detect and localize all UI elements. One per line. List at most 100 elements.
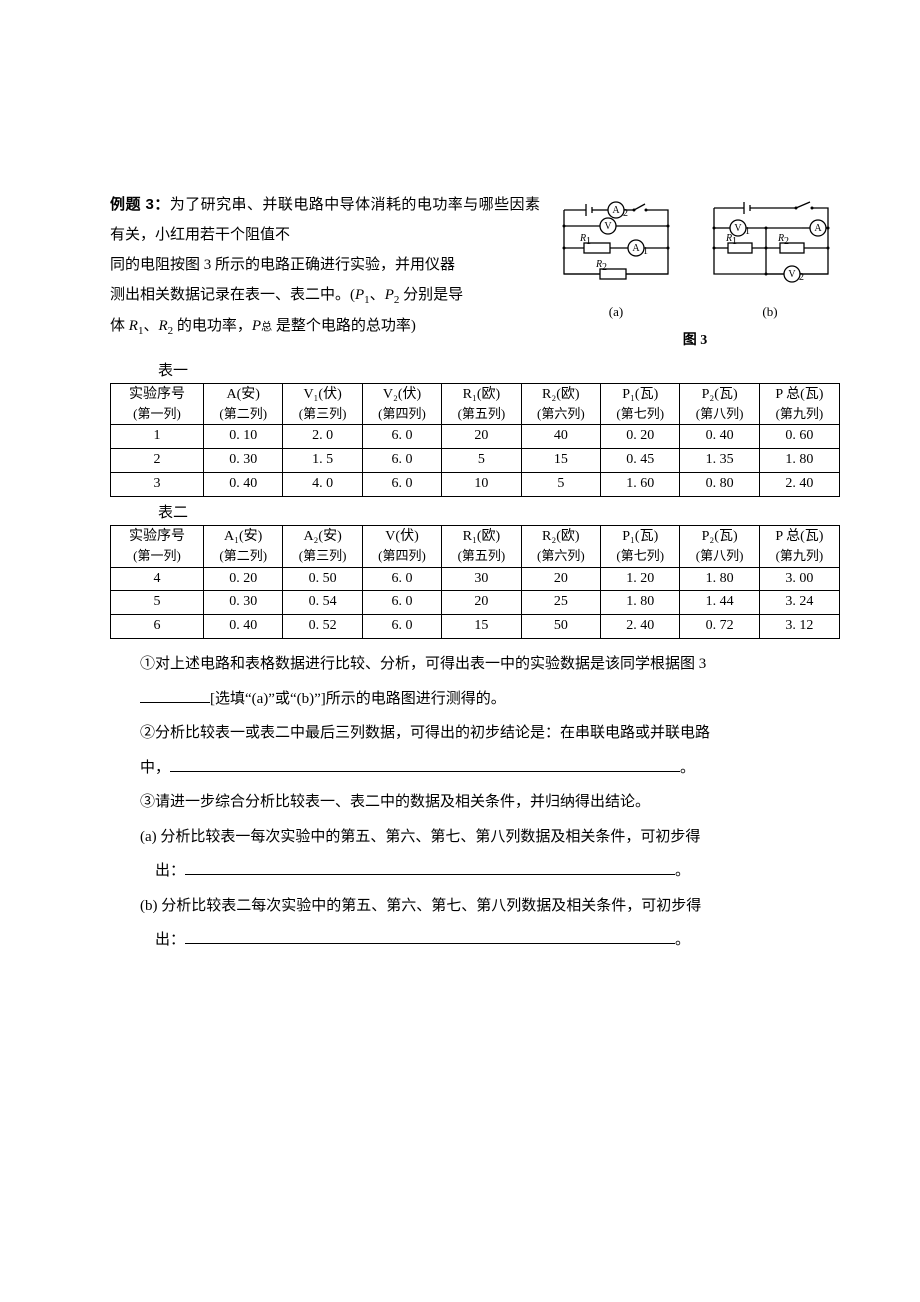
table1-cell: 1 [111, 425, 204, 449]
table2-cell: 3. 12 [759, 615, 839, 639]
table2-cell: 15 [442, 615, 521, 639]
svg-text:2: 2 [602, 262, 607, 273]
table1-header-6: P₁(瓦)(第七列) [601, 384, 680, 425]
table2-cell: 0. 20 [204, 567, 283, 591]
table2-row: 40. 200. 506. 030201. 201. 803. 00 [111, 567, 840, 591]
table2-header-6: P₁(瓦)(第七列) [601, 526, 680, 567]
circuit-a-label: (a) [550, 299, 682, 325]
table2-row: 60. 400. 526. 015502. 400. 723. 12 [111, 615, 840, 639]
svg-text:V: V [734, 223, 742, 234]
figure-caption: 图 3 [550, 327, 840, 355]
svg-text:V: V [788, 269, 796, 280]
table1-cell: 1. 80 [759, 449, 839, 473]
q3: ③请进一步综合分析比较表一、表二中的数据及相关条件，并归纳得出结论。 [110, 785, 840, 820]
table1-cell: 0. 80 [680, 473, 759, 497]
svg-text:A: A [632, 243, 640, 254]
table2-cell: 30 [442, 567, 521, 591]
table2-cell: 0. 54 [283, 591, 362, 615]
table2-cell: 20 [442, 591, 521, 615]
table2-header-0: 实验序号(第一列) [111, 526, 204, 567]
table2-header-7: P₂(瓦)(第八列) [680, 526, 759, 567]
problem-label: 例题 3： [110, 196, 170, 213]
table2-cell: 4 [111, 567, 204, 591]
table1-cell: 0. 10 [204, 425, 283, 449]
table1-cell: 4. 0 [283, 473, 362, 497]
q2-line1: ②分析比较表一或表二中最后三列数据，可得出的初步结论是：在串联电路或并联电路 [110, 716, 840, 751]
q2-line2: 中，。 [110, 751, 840, 786]
svg-text:A: A [612, 205, 620, 216]
table1-cell: 0. 40 [680, 425, 759, 449]
svg-text:1: 1 [732, 236, 737, 247]
table1-cell: 10 [442, 473, 521, 497]
table1-row: 30. 404. 06. 01051. 600. 802. 40 [111, 473, 840, 497]
table2-cell: 6. 0 [362, 591, 441, 615]
svg-text:A: A [814, 223, 822, 234]
table1-cell: 6. 0 [362, 449, 441, 473]
table2-cell: 0. 72 [680, 615, 759, 639]
q1-line1: ①对上述电路和表格数据进行比较、分析，可得出表一中的实验数据是该同学根据图 3 [110, 647, 840, 682]
table2-cell: 1. 80 [680, 567, 759, 591]
q3a-line1: (a) 分析比较表一每次实验中的第五、第六、第七、第八列数据及相关条件，可初步得 [110, 820, 840, 855]
table2-cell: 6. 0 [362, 615, 441, 639]
table1-cell: 5 [521, 473, 600, 497]
table2-cell: 0. 30 [204, 591, 283, 615]
table1-cell: 0. 45 [601, 449, 680, 473]
table2-header-2: A₂(安)(第三列) [283, 526, 362, 567]
table2-cell: 6. 0 [362, 567, 441, 591]
q3b-line2: 出：。 [110, 923, 840, 958]
circuit-a: A 2 V [550, 194, 682, 325]
table1-cell: 3 [111, 473, 204, 497]
blank-q3b[interactable] [185, 926, 675, 944]
table2-cell: 1. 20 [601, 567, 680, 591]
table1-cell: 0. 60 [759, 425, 839, 449]
table2-cell: 1. 80 [601, 591, 680, 615]
table1-cell: 0. 20 [601, 425, 680, 449]
svg-text:V: V [604, 221, 612, 232]
table2-header-3: V(伏)(第四列) [362, 526, 441, 567]
table2-header-8: P 总(瓦)(第九列) [759, 526, 839, 567]
svg-text:1: 1 [586, 236, 591, 247]
circuit-b: V 1 A R 1 [700, 194, 840, 325]
blank-q3a[interactable] [185, 857, 675, 875]
table1-cell: 1. 5 [283, 449, 362, 473]
table2-cell: 2. 40 [601, 615, 680, 639]
table2-cell: 50 [521, 615, 600, 639]
table1-cell: 2. 40 [759, 473, 839, 497]
table2-row: 50. 300. 546. 020251. 801. 443. 24 [111, 591, 840, 615]
blank-q2[interactable] [170, 754, 680, 772]
table2-cell: 3. 24 [759, 591, 839, 615]
table1-cell: 15 [521, 449, 600, 473]
table1-row: 10. 102. 06. 020400. 200. 400. 60 [111, 425, 840, 449]
svg-text:2: 2 [784, 236, 789, 247]
table2-header-5: R₂(欧)(第六列) [521, 526, 600, 567]
table1-header-7: P₂(瓦)(第八列) [680, 384, 759, 425]
table-2: 实验序号(第一列)A₁(安)(第二列)A₂(安)(第三列)V(伏)(第四列)R₁… [110, 525, 840, 639]
q3a-line2: 出：。 [110, 854, 840, 889]
table2-cell: 3. 00 [759, 567, 839, 591]
table2-header-1: A₁(安)(第二列) [204, 526, 283, 567]
questions: ①对上述电路和表格数据进行比较、分析，可得出表一中的实验数据是该同学根据图 3 … [110, 647, 840, 958]
q1-line2: [选填“(a)”或“(b)”]所示的电路图进行测得的。 [110, 682, 840, 717]
table2-cell: 20 [521, 567, 600, 591]
table1-header-0: 实验序号(第一列) [111, 384, 204, 425]
table1-header-1: A(安)(第二列) [204, 384, 283, 425]
table1-header-3: V₂(伏)(第四列) [362, 384, 441, 425]
table1-header-2: V₁(伏)(第三列) [283, 384, 362, 425]
table2-cell: 5 [111, 591, 204, 615]
table1-cell: 2 [111, 449, 204, 473]
table2-header-4: R₁(欧)(第五列) [442, 526, 521, 567]
blank-q1[interactable] [140, 685, 210, 703]
table1-cell: 0. 30 [204, 449, 283, 473]
table1-cell: 1. 60 [601, 473, 680, 497]
table2-cell: 1. 44 [680, 591, 759, 615]
table-1: 实验序号(第一列)A(安)(第二列)V₁(伏)(第三列)V₂(伏)(第四列)R₁… [110, 383, 840, 497]
table2-cell: 0. 50 [283, 567, 362, 591]
circuit-b-label: (b) [700, 299, 840, 325]
table1-cell: 1. 35 [680, 449, 759, 473]
table1-cell: 0. 40 [204, 473, 283, 497]
table2-cell: 25 [521, 591, 600, 615]
table1-cell: 6. 0 [362, 425, 441, 449]
table1-cell: 40 [521, 425, 600, 449]
table1-header-4: R₁(欧)(第五列) [442, 384, 521, 425]
table1-row: 20. 301. 56. 05150. 451. 351. 80 [111, 449, 840, 473]
